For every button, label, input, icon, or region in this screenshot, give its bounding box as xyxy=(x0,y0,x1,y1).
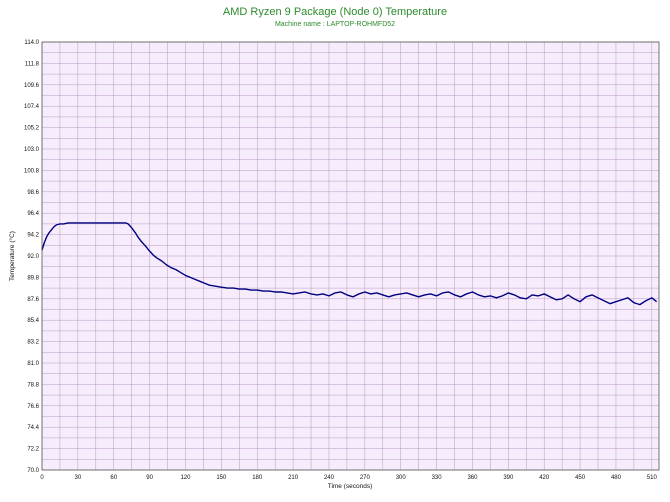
y-tick-label: 89.8 xyxy=(27,275,39,281)
x-tick-label: 330 xyxy=(432,475,443,481)
x-tick-label: 240 xyxy=(324,475,335,481)
y-tick-label: 74.4 xyxy=(27,425,39,431)
x-tick-label: 180 xyxy=(252,475,263,481)
x-tick-label: 60 xyxy=(110,475,117,481)
chart-subtitle: Machine name : LAPTOP-ROHMFD52 xyxy=(275,21,395,28)
grid-lines xyxy=(41,41,659,471)
y-tick-label: 111.8 xyxy=(25,61,40,67)
y-tick-label: 109.6 xyxy=(24,83,40,89)
y-tick-label: 103.0 xyxy=(24,147,40,153)
y-tick-label: 70.0 xyxy=(27,468,39,474)
x-tick-label: 150 xyxy=(216,475,227,481)
x-tick-label: 300 xyxy=(396,475,407,481)
y-tick-label: 81.0 xyxy=(27,361,39,367)
x-tick-label: 270 xyxy=(360,475,371,481)
x-tick-label: 360 xyxy=(467,475,478,481)
chart-title: AMD Ryzen 9 Package (Node 0) Temperature xyxy=(223,6,447,18)
y-tick-label: 87.6 xyxy=(27,297,39,303)
y-tick-label: 105.2 xyxy=(24,126,40,132)
plot-border xyxy=(41,41,660,471)
x-tick-label: 390 xyxy=(503,475,514,481)
x-tick-label: 120 xyxy=(180,475,191,481)
y-tick-label: 92.0 xyxy=(27,254,39,260)
y-tick-label: 85.4 xyxy=(27,318,39,324)
y-tick-label: 100.8 xyxy=(24,168,40,174)
x-tick-label: 420 xyxy=(539,475,550,481)
y-tick-label: 107.4 xyxy=(24,104,40,110)
x-tick-label: 510 xyxy=(647,475,658,481)
y-tick-label: 96.4 xyxy=(27,211,39,217)
x-axis-ticks: 0 30 60 90 120 150 180 210 240 270 300 330 360 390 420… xyxy=(40,475,657,481)
y-axis-ticks: 70.0 72.2 74.4 76.6 78.8 81.0 83.2 85.4 87.6 89.8… xyxy=(24,40,40,474)
x-tick-label: 210 xyxy=(288,475,299,481)
y-tick-label: 114.0 xyxy=(24,40,39,46)
y-tick-label: 83.2 xyxy=(27,340,39,346)
x-axis-label: Time (seconds) xyxy=(328,483,373,490)
y-tick-label: 78.8 xyxy=(27,382,39,388)
x-tick-label: 0 xyxy=(40,475,44,481)
y-axis-label: Temperature (°C) xyxy=(8,231,16,281)
y-tick-label: 94.2 xyxy=(27,233,39,239)
y-tick-label: 72.2 xyxy=(27,447,39,453)
x-tick-label: 30 xyxy=(75,475,82,481)
series-layer xyxy=(41,222,658,306)
y-tick-label: 76.6 xyxy=(27,404,39,410)
x-tick-label: 450 xyxy=(575,475,586,481)
series-line xyxy=(41,222,658,306)
x-tick-label: 480 xyxy=(611,475,622,481)
y-tick-label: 98.6 xyxy=(27,190,39,196)
x-tick-label: 90 xyxy=(146,475,153,481)
